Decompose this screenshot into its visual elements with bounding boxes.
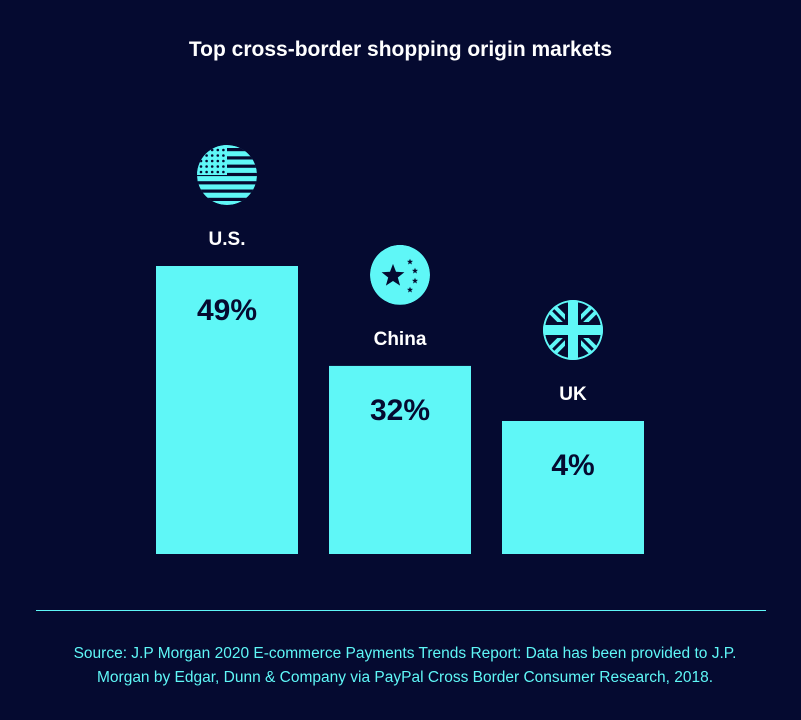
bar (502, 421, 644, 554)
source-note: Source: J.P Morgan 2020 E-commerce Payme… (73, 645, 737, 686)
bar-group-china: 32% China (329, 244, 471, 554)
us-flag-icon (197, 145, 257, 205)
category-label: UK (559, 384, 587, 405)
bar-group-uk: 4% UK (502, 300, 644, 554)
bar-group-us: 49% U.S. (156, 145, 298, 554)
bar (156, 266, 298, 554)
china-flag-icon (370, 244, 430, 305)
bar-value-label: 32% (370, 394, 430, 427)
chart-title: Top cross-border shopping origin markets (188, 38, 613, 61)
uk-flag-icon (543, 300, 603, 360)
divider (36, 610, 766, 611)
bar-chart: 49% U.S. 32% China 4% UK (156, 145, 644, 554)
category-label: U.S. (209, 229, 246, 250)
bar-value-label: 49% (197, 294, 257, 327)
category-label: China (374, 329, 427, 350)
bar-value-label: 4% (551, 449, 594, 482)
bar (329, 365, 471, 554)
